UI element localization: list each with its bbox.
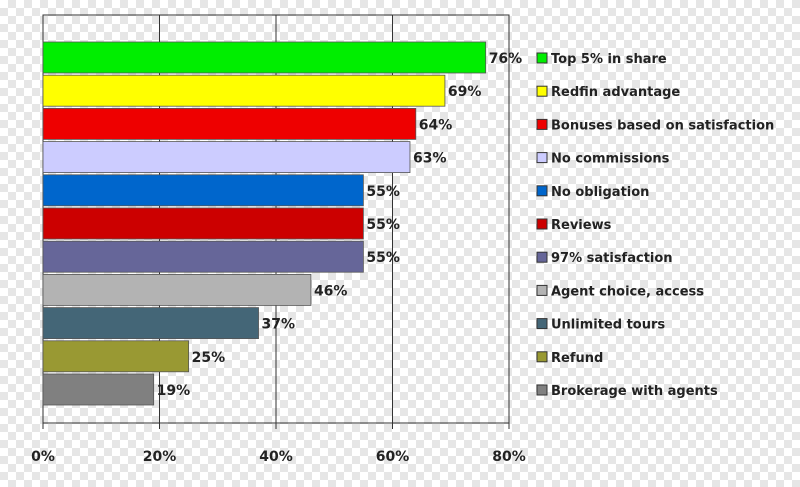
bar-value-label: 63% [413, 151, 447, 167]
x-tick-label: 60% [376, 449, 410, 465]
legend-entry: Refund [551, 351, 603, 366]
legend-entry: No obligation [551, 185, 649, 200]
legend-entry: Reviews [551, 218, 612, 233]
legend-entry: Bonuses based on satisfaction [551, 118, 774, 133]
legend-swatch [536, 318, 548, 330]
bar-value-label: 55% [366, 250, 400, 266]
x-tick-label: 40% [259, 449, 293, 465]
legend-entry: Agent choice, access [551, 284, 704, 299]
bar [42, 373, 155, 406]
legend-entry: Unlimited tours [551, 318, 665, 333]
bar [42, 41, 487, 74]
bar-value-label: 37% [262, 317, 296, 333]
legend-swatch [536, 284, 548, 296]
x-tick-label: 0% [31, 449, 55, 465]
bar-value-label: 76% [489, 51, 523, 67]
bar [42, 273, 312, 306]
bars [42, 41, 487, 406]
bar [42, 108, 417, 140]
x-axis: 0% 20% 40% 60% 80% [31, 423, 526, 465]
legend-swatch [536, 118, 548, 130]
bar [42, 174, 364, 207]
bar-value-label: 46% [314, 283, 348, 299]
bar [42, 240, 364, 273]
legend-swatch [536, 152, 548, 164]
legend-swatch [536, 384, 548, 396]
legend-entry: Redfin advantage [551, 85, 680, 100]
bar-value-label: 25% [192, 350, 226, 366]
legend-swatch [536, 185, 548, 197]
x-tick-label: 20% [143, 449, 177, 465]
legend-swatch [536, 85, 548, 97]
x-tick-label: 80% [492, 449, 526, 465]
bar [42, 307, 259, 340]
legend-swatch [536, 351, 548, 363]
bar [42, 74, 446, 107]
bar-value-label: 64% [419, 117, 453, 133]
legend-swatch [536, 251, 548, 263]
legend-entry: Brokerage with agents [551, 384, 718, 399]
legend-swatch [536, 52, 548, 64]
bar-value-label: 55% [366, 184, 400, 200]
bar [42, 340, 190, 373]
bar-value-label: 19% [157, 383, 191, 399]
bar-value-label: 55% [366, 217, 400, 233]
legend-entry: No commissions [551, 152, 670, 167]
legend-entry: Top 5% in share [551, 52, 667, 67]
bar-value-labels: 76% 69% 64% 63% 55% 55% 55% 46% 37% 25% 19% [157, 51, 523, 399]
legend-swatch [536, 218, 548, 230]
bar-value-label: 69% [448, 84, 482, 100]
legend: Top 5% in share Redfin advantage Bonuses b… [536, 52, 774, 399]
bar [42, 207, 364, 240]
legend-entry: 97% satisfaction [551, 251, 673, 266]
bar [42, 141, 411, 174]
